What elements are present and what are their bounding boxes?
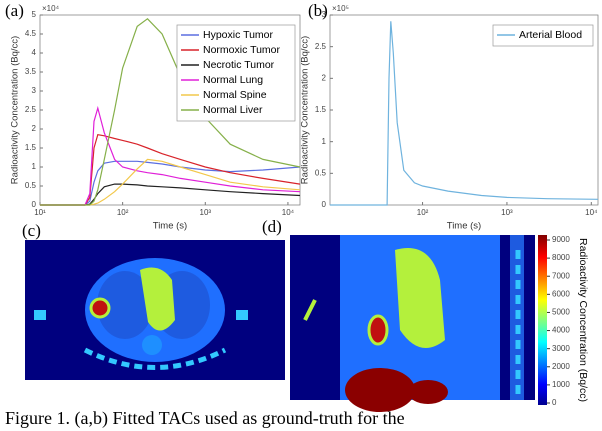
panel-label: (b)	[308, 1, 328, 20]
colorbar-tick-label: 5000	[552, 308, 570, 317]
y-tick-label: 5	[32, 10, 37, 19]
y-tick-label: 1	[322, 137, 327, 146]
legend-box	[176, 24, 296, 122]
y-tick-label: 2.5	[315, 42, 327, 51]
image-c	[25, 240, 285, 380]
colorbar-tick-label: 3000	[552, 344, 570, 353]
y-tick-label: 2	[322, 73, 327, 82]
legend-label: Normal Liver	[203, 104, 263, 116]
y-tick-label: 0.5	[25, 181, 37, 190]
colorbar-tick-label: 2000	[552, 362, 570, 371]
y-tick-label: 4.5	[25, 29, 37, 38]
panel-label: (a)	[5, 1, 24, 20]
y-tick-label: 2.5	[25, 105, 37, 114]
y-tick-label: 2	[32, 124, 37, 133]
x-tick-label: 10⁴	[282, 208, 295, 217]
panel-label: (c)	[22, 221, 41, 240]
x-tick-label: 10⁴	[585, 208, 598, 217]
colorbar-tick-label: 6000	[552, 289, 570, 298]
legend-label: Hypoxic Tumor	[203, 29, 274, 41]
y-axis-title: Radioactivity Concentration (Bq/cc)	[10, 36, 21, 184]
y-tick-label: 4	[32, 48, 37, 57]
x-tick-label: 10²	[417, 208, 429, 217]
y-tick-label: 3.5	[25, 67, 37, 76]
legend-label: Normoxic Tumor	[203, 44, 281, 56]
series-line	[40, 183, 301, 206]
legend-label: Normal Lung	[203, 74, 263, 86]
x-axis-title: Time (s)	[447, 221, 481, 232]
x-tick-label: 10¹	[34, 208, 46, 217]
image-d	[290, 235, 535, 412]
y-tick-label: 0	[32, 200, 37, 209]
colorbar-tick-label: 0	[552, 398, 557, 407]
legend-label: Necrotic Tumor	[203, 59, 275, 71]
y-tick-label: 3	[322, 10, 327, 19]
series-line	[40, 18, 301, 206]
x-tick-label: 10³	[200, 208, 212, 217]
y-tick-label: 1	[32, 162, 37, 171]
series-line	[330, 21, 599, 206]
y-tick-label: 1.5	[25, 143, 37, 152]
x-axis-title: Time (s)	[153, 221, 187, 232]
legend-label: Arterial Blood	[519, 29, 582, 41]
colorbar-tick-label: 1000	[552, 380, 570, 389]
colorbar-tick-label: 8000	[552, 253, 570, 262]
series-line	[40, 160, 301, 206]
colorbar-tick-label: 7000	[552, 271, 570, 280]
series-line	[40, 105, 301, 206]
x-tick-label: 10²	[117, 208, 129, 217]
y-tick-label: 3	[32, 86, 37, 95]
colorbar	[538, 235, 547, 405]
colorbar-tick-label: 4000	[552, 326, 570, 335]
y-tick-label: 0	[322, 200, 327, 209]
caption: Figure 1. (a,b) Fitted TACs used as grou…	[5, 408, 405, 429]
x-tick-label: 10³	[501, 208, 513, 217]
multiplier: ×10⁵	[332, 4, 349, 13]
series-line	[40, 134, 301, 206]
y-axis-title: Radioactivity Concentration (Bq/cc)	[300, 36, 311, 184]
y-tick-label: 1.5	[315, 105, 327, 114]
colorbar-tick-label: 9000	[552, 235, 570, 244]
series-line	[40, 158, 301, 206]
colorbar-label: Radioactivity Concentration (Bq/cc)	[577, 238, 589, 402]
multiplier: ×10⁴	[42, 4, 60, 13]
legend-box	[492, 24, 594, 47]
y-tick-label: 0.5	[315, 168, 327, 177]
legend-label: Normal Spine	[203, 89, 267, 101]
panel-label: (d)	[262, 217, 282, 236]
